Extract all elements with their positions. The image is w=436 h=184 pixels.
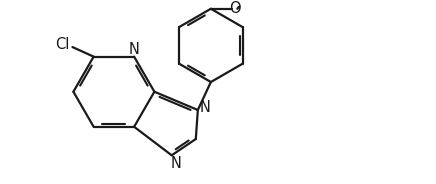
Text: N: N xyxy=(129,43,140,57)
Text: N: N xyxy=(171,156,182,171)
Text: O: O xyxy=(229,1,241,16)
Text: N: N xyxy=(200,100,211,115)
Text: Cl: Cl xyxy=(56,37,70,52)
